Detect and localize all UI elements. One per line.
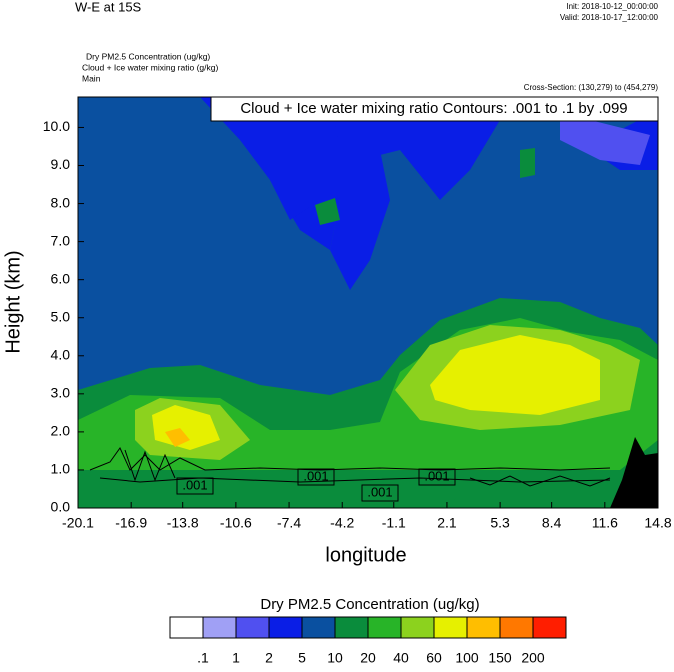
colorbar-box [268,616,303,639]
colorbar-label: 2 [265,650,273,666]
colorbar-label: .1 [197,650,209,666]
colorbar-box [367,616,402,639]
colorbar-label: 200 [521,650,545,666]
colorbar-box [301,616,336,639]
colorbar-label: 100 [455,650,479,666]
contour-title: Cloud + Ice water mixing ratio Contours:… [240,100,627,117]
x-tick-label: -13.8 [167,515,199,531]
colorbar-box [169,616,204,639]
colorbar-label: 150 [488,650,512,666]
y-tick-label: 7.0 [51,232,71,248]
init-time: Init: 2018-10-12_00:00:00 [566,2,658,11]
x-tick-label: 2.1 [437,515,457,531]
y-tick-label: 10.0 [43,118,70,134]
contour-label: .001 [424,468,449,483]
contour-label-box [176,477,214,495]
colorbar-box [499,616,534,639]
y-axis-label: Height (km) [2,250,24,353]
x-axis-label: longitude [325,544,406,566]
y-tick-label: 8.0 [51,194,71,210]
colorbar-box [334,616,369,639]
y-tick-label: 1.0 [51,461,71,477]
x-tick-label: -4.2 [330,515,354,531]
y-tick-label: 0.0 [51,499,71,515]
contour-label: .001 [367,484,392,499]
colorbar-box [532,616,567,639]
colorbar-title: Dry PM2.5 Concentration (ug/kg) [260,596,479,613]
y-tick-label: 6.0 [51,270,71,286]
contour-label-box [361,484,399,502]
x-tick-label: -7.4 [277,515,301,531]
colorbar-label: 5 [298,650,306,666]
y-tick-label: 4.0 [51,346,71,362]
y-tick-label: 3.0 [51,385,71,401]
colorbar-label: 60 [426,650,442,666]
colorbar-label: 10 [327,650,343,666]
y-tick-label: 9.0 [51,156,71,172]
x-tick-label: -10.6 [220,515,252,531]
colorbar-box [202,616,237,639]
contour-label-box [418,468,456,486]
contour-label: .001 [182,477,207,492]
field-name: Dry PM2.5 Concentration (ug/kg) [86,51,210,61]
contour-field [78,97,658,508]
colorbar-box [235,616,270,639]
field-name: Cloud + Ice water mixing ratio (g/kg) [82,62,218,72]
colorbar-box [400,616,435,639]
field-name: Main [82,73,101,83]
x-tick-label: 14.8 [644,515,671,531]
contour-label: .001 [303,468,328,483]
x-tick-label: -20.1 [62,515,94,531]
contour-label-box [297,468,335,486]
x-tick-label: 5.3 [490,515,510,531]
cross-section: Cross-Section: (130,279) to (454,279) [524,83,659,92]
x-tick-label: 8.4 [542,515,562,531]
x-tick-label: -1.1 [382,515,406,531]
contour-title-box [210,96,659,122]
valid-time: Valid: 2018-10-17_12:00:00 [560,13,659,22]
x-tick-label: -16.9 [115,515,147,531]
plot-title: W-E at 15S [75,0,142,14]
colorbar-label: 40 [393,650,409,666]
colorbar-box [466,616,501,639]
y-tick-label: 2.0 [51,423,71,439]
colorbar-label: 20 [360,650,376,666]
y-tick-label: 5.0 [51,308,71,324]
colorbar-label: 1 [232,650,240,666]
x-tick-label: 11.6 [592,515,618,531]
colorbar-box [433,616,468,639]
